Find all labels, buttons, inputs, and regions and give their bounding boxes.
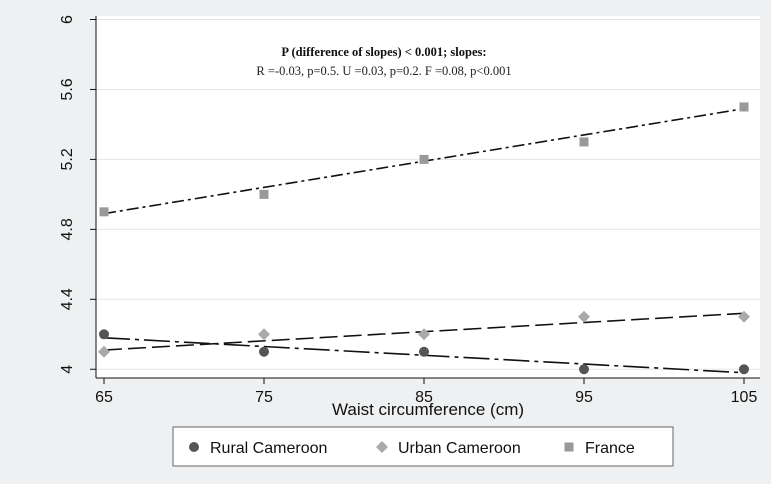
annotation-line-2: R =-0.03, p=0.5. U =0.03, p=0.2. F =0.08… bbox=[256, 64, 511, 78]
data-point bbox=[99, 207, 109, 217]
data-point bbox=[98, 345, 110, 358]
data-point bbox=[579, 137, 589, 147]
axis-layer: 4 4.4 4.8 5.2 5.6 6 65 75 85 95 105 bbox=[59, 15, 760, 406]
y-tick-label: 4 bbox=[59, 365, 76, 374]
data-point bbox=[418, 328, 430, 341]
grid-layer bbox=[96, 18, 760, 370]
legend-marker bbox=[189, 442, 199, 452]
legend-label: France bbox=[585, 440, 635, 457]
legend-label: Urban Cameroon bbox=[398, 440, 521, 457]
data-point bbox=[578, 310, 590, 323]
x-tick-label: 75 bbox=[255, 389, 273, 406]
legend-layer: Rural Cameroon Urban Cameroon France bbox=[189, 440, 635, 457]
x-tick-label: 105 bbox=[731, 389, 758, 406]
plot-area bbox=[96, 16, 760, 378]
x-tick-label: 85 bbox=[415, 389, 433, 406]
data-point bbox=[739, 102, 749, 112]
y-tick-label: 5.6 bbox=[59, 78, 76, 100]
data-point bbox=[258, 328, 270, 341]
data-point bbox=[579, 364, 589, 375]
y-tick-label: 6 bbox=[59, 15, 76, 24]
y-tick-label: 4.4 bbox=[59, 288, 76, 310]
y-tick-label: 4.8 bbox=[59, 218, 76, 240]
x-tick-label: 95 bbox=[575, 389, 593, 406]
marker-layer bbox=[98, 102, 750, 375]
data-point bbox=[419, 346, 429, 357]
y-tick-label: 5.2 bbox=[59, 148, 76, 170]
legend-marker bbox=[376, 441, 388, 453]
data-point bbox=[738, 310, 750, 323]
x-axis-title: Waist circumference (cm) bbox=[332, 400, 524, 419]
data-point bbox=[259, 189, 269, 199]
legend-box bbox=[172, 426, 674, 467]
legend-label: Rural Cameroon bbox=[210, 440, 327, 457]
x-tick-label: 65 bbox=[95, 389, 113, 406]
legend-marker bbox=[564, 442, 574, 452]
annotation-line-1: P (difference of slopes) < 0.001; slopes… bbox=[281, 45, 486, 59]
data-point bbox=[419, 154, 429, 164]
data-point bbox=[99, 329, 109, 340]
data-point bbox=[259, 346, 269, 357]
data-point bbox=[739, 364, 749, 375]
